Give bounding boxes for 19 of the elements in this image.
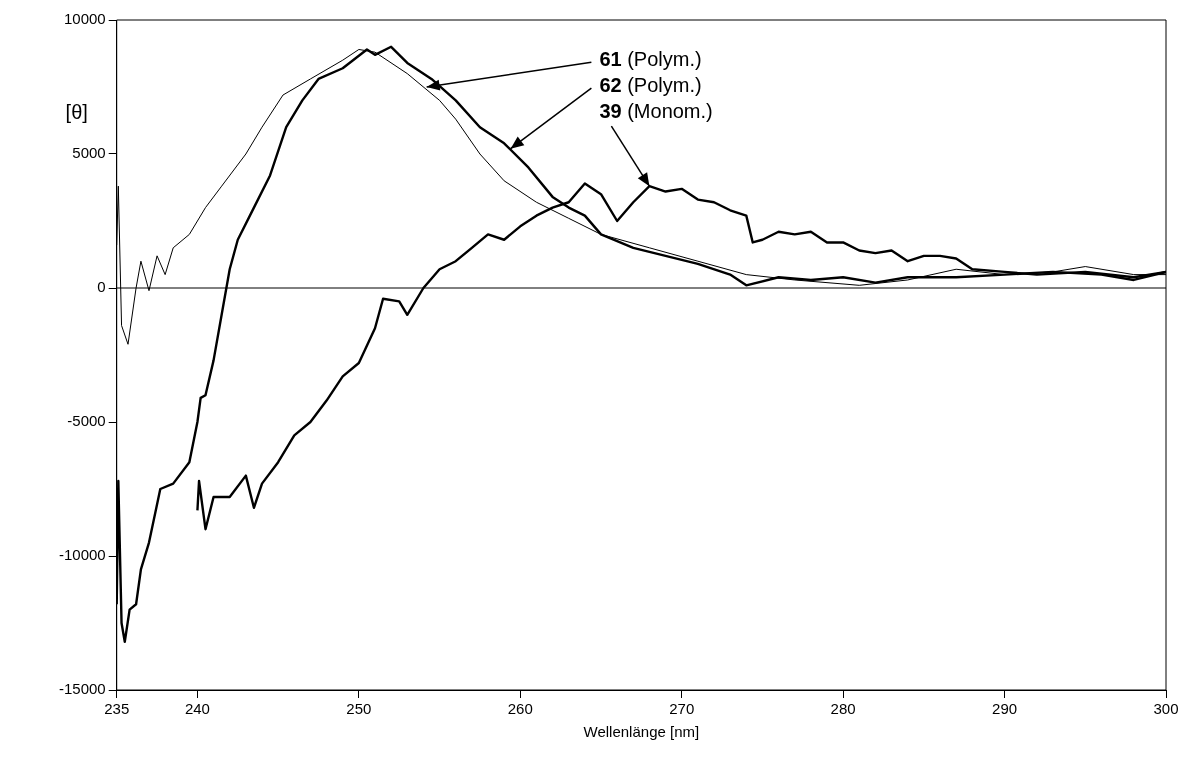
annotation: 62 (Polym.) [599,73,702,96]
x-tick-label: 300 [1153,700,1179,718]
y-tick-label: 10000 [63,10,106,28]
x-tick-label: 240 [184,700,210,718]
x-axis-title: Wellenlänge [nm] [583,723,700,741]
x-tick-label: 260 [507,700,533,718]
x-tick-label: 270 [669,700,695,718]
y-tick-label: 0 [97,278,106,296]
y-tick-label: -5000 [67,412,106,430]
y-tick-label: 5000 [72,144,106,162]
annotation: 61 (Polym.) [599,47,702,70]
y-tick-label: -15000 [58,680,106,698]
x-tick-label: 250 [346,700,372,718]
y-tick-label: -10000 [58,546,106,564]
x-tick-label: 290 [992,700,1018,718]
annotation: 39 (Monom.) [599,99,713,122]
x-tick-label: 280 [830,700,856,718]
x-tick-label: 235 [104,700,130,718]
y-axis-title: [θ] [65,101,88,124]
